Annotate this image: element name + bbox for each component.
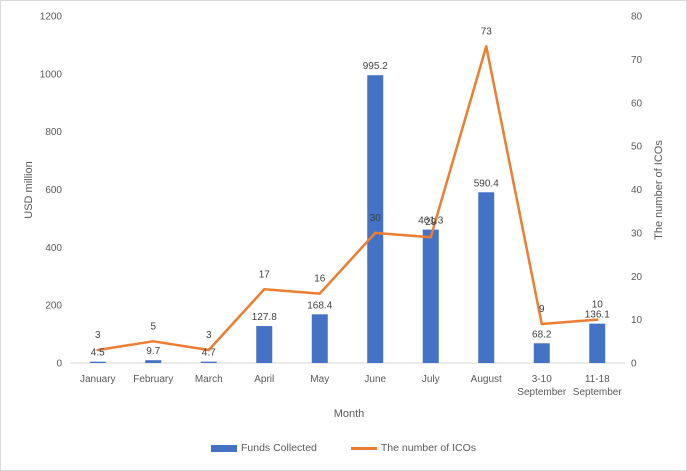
x-tick-label: 3-10 bbox=[532, 374, 552, 385]
legend-label-funds: Funds Collected bbox=[241, 442, 317, 454]
bar-data-label: 68.2 bbox=[532, 329, 552, 340]
legend-swatch-line bbox=[350, 446, 377, 450]
ico-count-point bbox=[207, 348, 210, 352]
bar-data-label: 590.4 bbox=[474, 178, 499, 189]
y2-tick-label: 70 bbox=[631, 55, 643, 66]
y2-tick-label: 80 bbox=[631, 12, 643, 23]
y2-tick-label: 30 bbox=[631, 228, 643, 239]
x-tick-label: January bbox=[80, 374, 116, 385]
ico-count-line bbox=[96, 45, 599, 352]
x-tick-label: July bbox=[422, 374, 440, 385]
line-data-label: 9 bbox=[539, 304, 545, 315]
ico-count-point bbox=[318, 292, 321, 295]
x-axis-title: Month bbox=[334, 408, 365, 420]
bar bbox=[200, 361, 217, 363]
y2-tick-label: 10 bbox=[631, 315, 643, 326]
x-tick-label: February bbox=[133, 374, 173, 385]
line-data-label: 10 bbox=[592, 300, 604, 311]
y-tick-label: 1200 bbox=[40, 12, 63, 23]
line-data-label: 16 bbox=[314, 274, 326, 285]
bar bbox=[89, 361, 106, 363]
x-tick-label: August bbox=[471, 374, 502, 385]
ico-count-point bbox=[596, 318, 599, 321]
ico-count-point bbox=[374, 231, 377, 235]
bar-data-label: 127.8 bbox=[252, 312, 277, 323]
ico-count-point bbox=[152, 340, 155, 343]
bar bbox=[145, 360, 162, 363]
y2-tick-label: 20 bbox=[631, 272, 643, 283]
legend-label-icos: The number of ICOs bbox=[380, 442, 476, 454]
y-tick-label: 200 bbox=[45, 301, 62, 312]
ico-count-point bbox=[263, 288, 266, 291]
y-tick-label: 400 bbox=[45, 243, 62, 254]
ico-count-point bbox=[485, 45, 488, 48]
bar bbox=[533, 343, 550, 363]
bars-layer bbox=[89, 75, 606, 363]
bar-data-label: 168.4 bbox=[307, 300, 332, 311]
line-data-label: 29 bbox=[425, 217, 437, 228]
bar bbox=[478, 192, 495, 363]
x-tick-label: 11-18 bbox=[585, 374, 610, 385]
line-data-label: 17 bbox=[259, 269, 271, 280]
bar-data-label: 4.7 bbox=[202, 348, 216, 359]
bar-data-label: 995.2 bbox=[363, 61, 388, 72]
bar-data-label: 136.1 bbox=[585, 310, 610, 321]
y-tick-label: 0 bbox=[56, 359, 62, 370]
y2-tick-label: 0 bbox=[631, 359, 637, 370]
line-layer bbox=[96, 45, 599, 352]
line-data-label: 3 bbox=[206, 330, 212, 341]
y2-tick-label: 50 bbox=[631, 142, 643, 153]
data-labels-layer: 4.5 9.7 4.7 127.8 168.4 995.2 461.3 590.4 68.2 13… bbox=[91, 26, 610, 358]
legend-swatch-bar bbox=[211, 444, 237, 452]
y-tick-label: 1000 bbox=[40, 69, 63, 80]
y-tick-label: 800 bbox=[45, 127, 62, 138]
bar-data-label: 4.5 bbox=[91, 348, 105, 359]
bar bbox=[311, 314, 328, 363]
bar bbox=[256, 326, 273, 363]
bar-data-label: 461.3 bbox=[418, 216, 443, 227]
line-data-label: 5 bbox=[150, 321, 156, 332]
y-tick-label: 600 bbox=[45, 185, 62, 196]
line-data-label: 30 bbox=[370, 213, 382, 224]
bar bbox=[589, 323, 606, 363]
ico-count-point bbox=[429, 236, 432, 239]
axes-layer: 0 200 400 600 800 1000 1200 0 10 20 30 40 50 60 70 80 Ja… bbox=[40, 12, 643, 399]
x-tick-label: September bbox=[517, 387, 567, 398]
x-tick-label: May bbox=[310, 374, 329, 385]
y2-tick-label: 40 bbox=[631, 185, 643, 196]
ico-count-point bbox=[540, 322, 543, 326]
x-tick-label: September bbox=[573, 387, 623, 398]
y-axis-title: USD million bbox=[23, 161, 35, 218]
x-tick-label: June bbox=[364, 374, 386, 385]
bar-data-label: 9.7 bbox=[146, 346, 160, 357]
line-data-label: 73 bbox=[481, 26, 493, 37]
x-tick-label: April bbox=[254, 374, 274, 385]
bar bbox=[422, 229, 439, 363]
y2-tick-label: 60 bbox=[631, 98, 643, 109]
legend-item-icos: The number of ICOs bbox=[350, 442, 476, 454]
line-data-label: 3 bbox=[95, 330, 101, 341]
y2-axis-title: The number of ICOs bbox=[653, 140, 665, 240]
ico-count-point bbox=[96, 348, 99, 352]
legend-item-funds: Funds Collected bbox=[211, 442, 317, 454]
legend: Funds Collected The number of ICOs bbox=[0, 440, 687, 456]
x-tick-label: March bbox=[195, 374, 223, 385]
bar bbox=[367, 75, 384, 363]
